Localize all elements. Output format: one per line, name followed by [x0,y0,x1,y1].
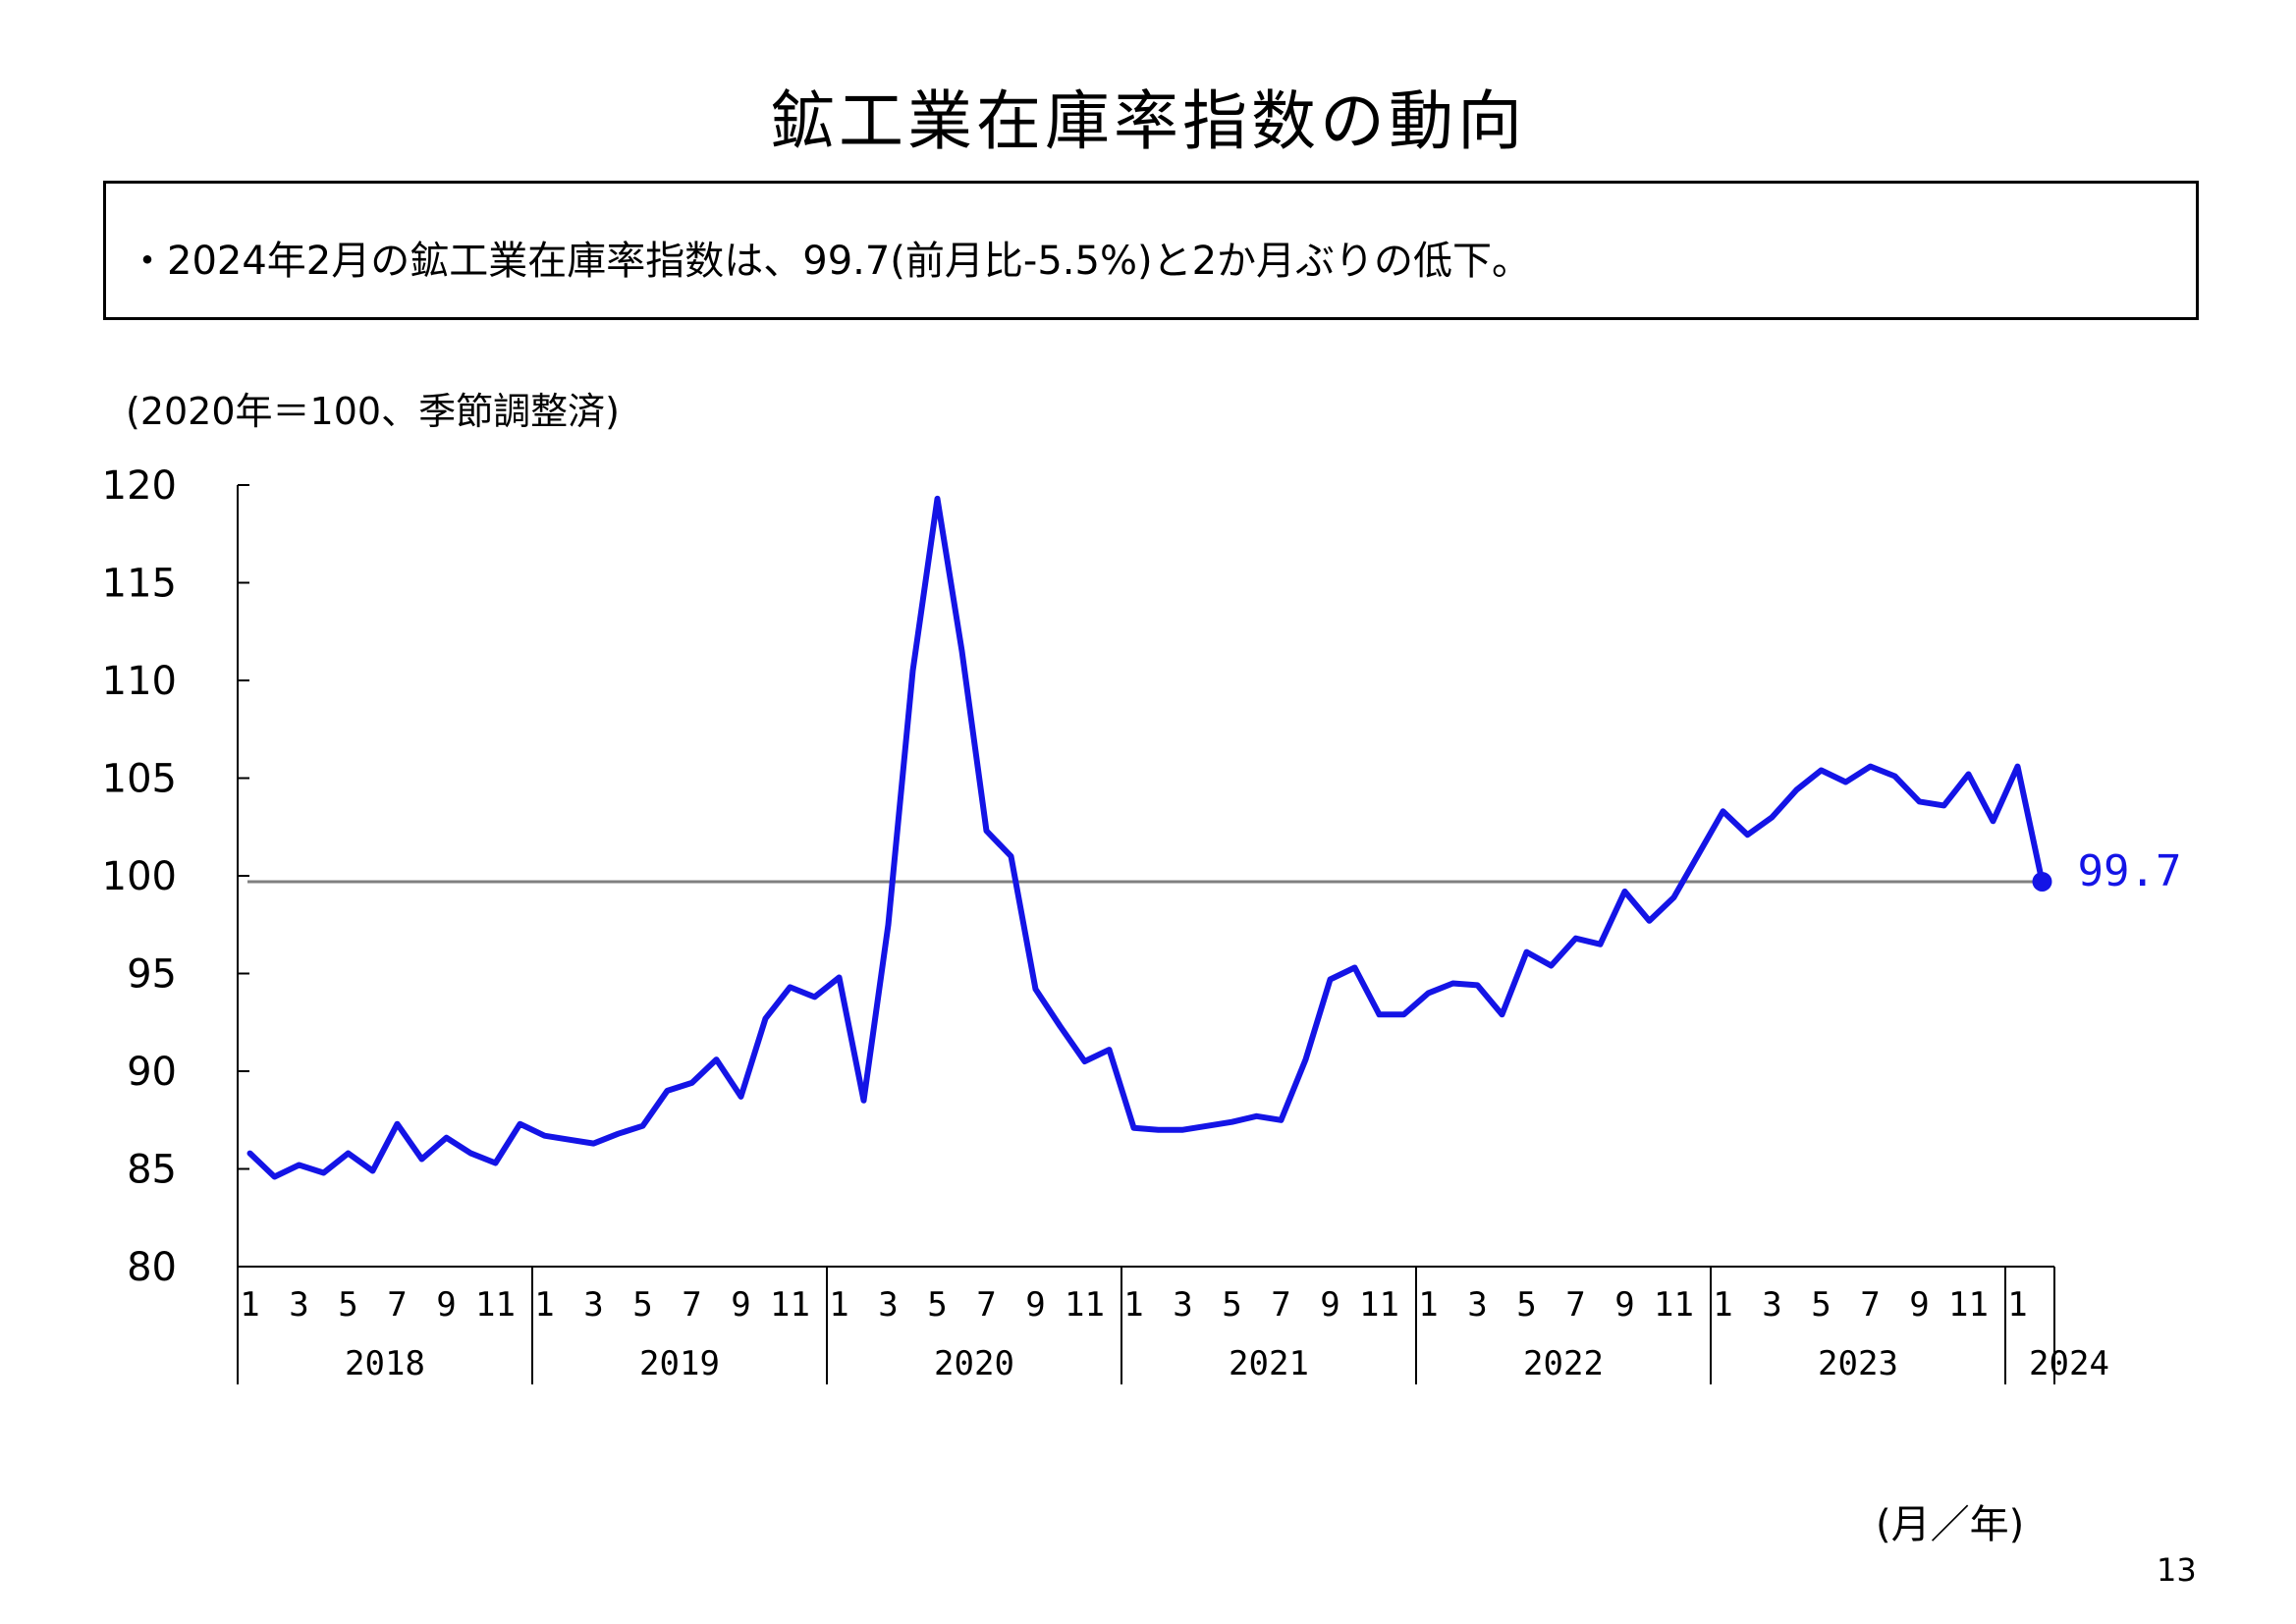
month-tick-label: 3 [1173,1285,1192,1325]
month-tick-label: 7 [1565,1285,1585,1325]
y-tick-label: 85 [127,1148,177,1193]
page-title: 鉱工業在庫率指数の動向 [770,83,1526,159]
month-tick-label: 5 [1516,1285,1536,1325]
month-tick-label: 3 [583,1285,603,1325]
month-tick-label: 5 [338,1285,357,1325]
month-tick-label: 3 [1762,1285,1781,1325]
month-tick-label: 1 [1123,1285,1143,1325]
month-tick-label: 5 [1222,1285,1241,1325]
month-tick-label: 1 [240,1285,259,1325]
month-tick-label: 9 [1614,1285,1634,1325]
y-tick-label: 105 [102,757,177,802]
y-tick-label: 90 [127,1050,177,1095]
month-tick-label: 3 [878,1285,898,1325]
year-label: 2018 [345,1344,425,1383]
y-tick-label: 95 [127,952,177,998]
y-tick-label: 100 [102,854,177,899]
chart-axes [237,484,2055,1384]
summary-box: ・2024年2月の鉱工業在庫率指数は、99.7(前月比-5.5%)と2か月ぶりの… [103,181,2199,320]
month-tick-label: 1 [1418,1285,1438,1325]
year-label: 2022 [1523,1344,1604,1383]
last-point-marker [2032,871,2052,892]
month-tick-label: 3 [289,1285,308,1325]
year-label: 2021 [1229,1344,1309,1383]
month-tick-label: 11 [1065,1285,1105,1325]
page-number: 13 [2157,1551,2197,1589]
year-label: 2019 [639,1344,720,1383]
y-tick-label: 115 [102,562,177,607]
y-tick-label: 120 [102,463,177,509]
series-line [246,495,2046,1180]
x-axis-unit-label: (月／年) [1876,1502,2025,1547]
month-tick-label: 3 [1467,1285,1487,1325]
unit-note: (2020年＝100、季節調整済) [126,390,620,433]
month-tick-label: 9 [1320,1285,1339,1325]
month-tick-label: 1 [829,1285,848,1325]
summary-text: ・2024年2月の鉱工業在庫率指数は、99.7(前月比-5.5%)と2か月ぶりの… [128,239,1532,284]
month-tick-label: 11 [475,1285,516,1325]
month-tick-label: 11 [1948,1285,1989,1325]
last-value-label: 99.7 [2078,846,2182,896]
month-tick-label: 11 [1654,1285,1694,1325]
month-tick-label: 7 [1860,1285,1880,1325]
series-layer [246,495,2052,1180]
year-label: 2020 [934,1344,1014,1383]
year-label: 2023 [1818,1344,1898,1383]
month-tick-label: 1 [2007,1285,2027,1325]
year-label: 2024 [2029,1344,2109,1383]
month-tick-label: 5 [1811,1285,1831,1325]
month-tick-label: 9 [731,1285,750,1325]
month-tick-label: 9 [1909,1285,1929,1325]
y-tick-label: 80 [127,1245,177,1290]
month-tick-label: 1 [534,1285,554,1325]
month-tick-label: 7 [682,1285,701,1325]
month-tick-label: 5 [632,1285,652,1325]
y-tick-label: 110 [102,659,177,704]
month-tick-label: 11 [1359,1285,1399,1325]
month-tick-label: 5 [927,1285,947,1325]
month-tick-label: 1 [1713,1285,1732,1325]
month-tick-label: 7 [387,1285,407,1325]
month-tick-label: 7 [976,1285,996,1325]
month-tick-label: 11 [770,1285,810,1325]
month-tick-label: 7 [1271,1285,1290,1325]
month-tick-label: 9 [1025,1285,1045,1325]
month-tick-label: 9 [436,1285,456,1325]
